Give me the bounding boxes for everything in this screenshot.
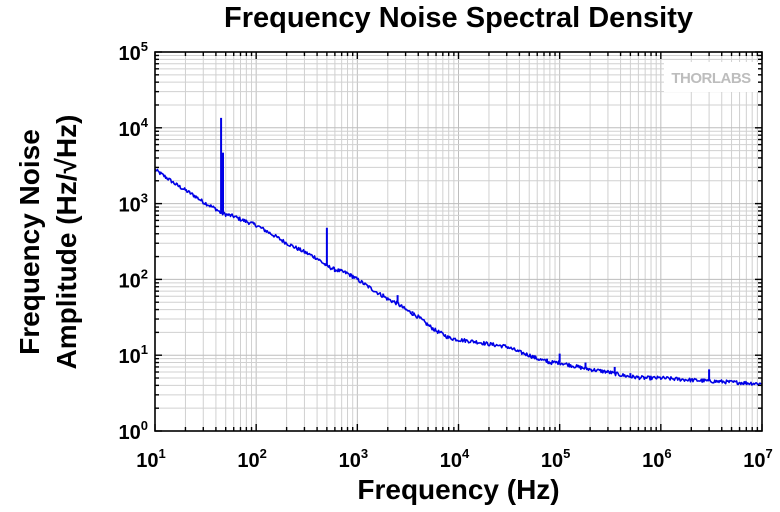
y-tick-label: 105 [119, 39, 148, 65]
x-tick-labels: 101 102 103 104 105 106 107 [136, 446, 772, 472]
y-tick-labels: 100 101 102 103 104 105 [119, 39, 149, 444]
x-tick-label: 103 [339, 446, 368, 472]
x-tick-label: 104 [440, 446, 470, 472]
y-tick-label: 104 [119, 115, 149, 141]
chart-title: Frequency Noise Spectral Density [224, 2, 693, 34]
y-tick-label: 102 [119, 266, 148, 292]
x-tick-label: 106 [642, 446, 671, 472]
x-tick-label: 102 [237, 446, 266, 472]
y-tick-label: 101 [119, 342, 148, 368]
watermark-backing [664, 62, 758, 92]
x-tick-label: 105 [541, 446, 570, 472]
y-tick-label: 103 [119, 191, 148, 217]
x-tick-label: 101 [136, 446, 165, 472]
tick-marks [154, 51, 763, 432]
x-axis-label: Frequency (Hz) [357, 474, 560, 505]
series-line [154, 168, 763, 386]
x-tick-label: 107 [743, 446, 772, 472]
y-tick-label: 100 [119, 418, 148, 444]
watermark: THORLABS [664, 62, 758, 92]
grid [155, 52, 762, 431]
series-layer [154, 117, 763, 386]
watermark-logo: THORLABS [671, 70, 751, 87]
